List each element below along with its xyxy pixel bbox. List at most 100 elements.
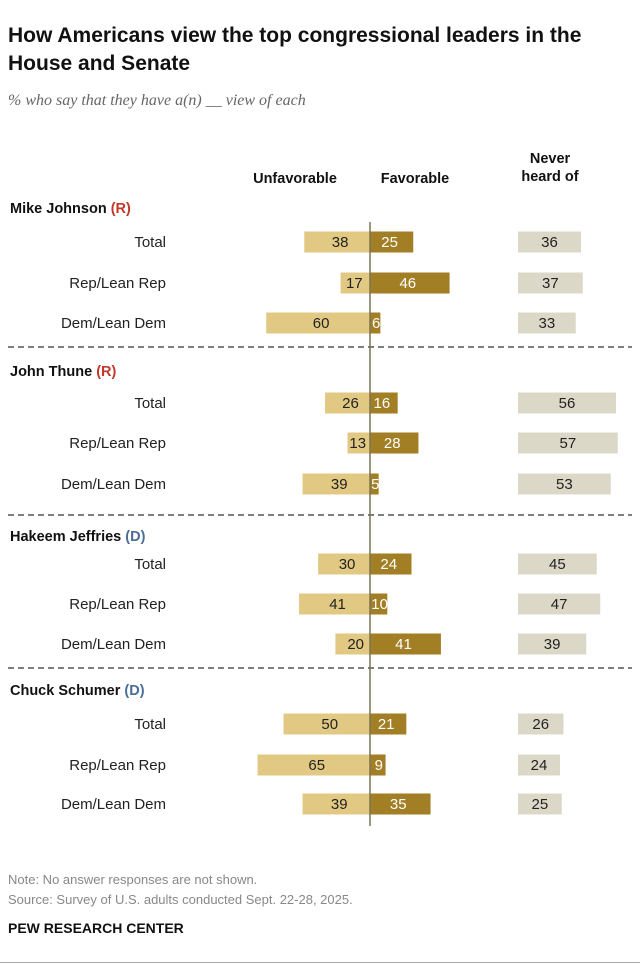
value-favorable: 46 — [399, 275, 416, 292]
bar-favorable — [370, 713, 407, 735]
value-unfavorable: 17 — [346, 275, 363, 292]
value-favorable: 25 — [381, 234, 398, 251]
value-never-heard: 37 — [542, 275, 559, 292]
bar-favorable — [370, 392, 398, 414]
value-never-heard: 53 — [556, 476, 573, 493]
value-unfavorable: 20 — [347, 636, 364, 653]
row-label: Total — [134, 556, 166, 573]
bar-unfavorable — [340, 272, 370, 294]
value-favorable: 10 — [371, 596, 388, 613]
bar-never-heard — [518, 231, 581, 253]
group-label: Hakeem Jeffries (D) — [10, 529, 146, 545]
bar-favorable — [370, 473, 379, 495]
brand: PEW RESEARCH CENTER — [8, 920, 184, 936]
bar-favorable — [370, 553, 412, 575]
value-never-heard: 47 — [551, 596, 568, 613]
value-favorable: 35 — [390, 796, 407, 813]
value-favorable: 5 — [371, 476, 379, 493]
bar-favorable — [370, 593, 388, 615]
value-never-heard: 56 — [559, 395, 576, 412]
value-unfavorable: 30 — [339, 556, 356, 573]
leader-name: Mike Johnson — [10, 201, 111, 217]
bar-unfavorable — [347, 432, 370, 454]
value-never-heard: 39 — [544, 636, 561, 653]
party-label: (D) — [124, 683, 144, 699]
row-label: Dem/Lean Dem — [61, 636, 166, 653]
leader-name: Hakeem Jeffries — [10, 529, 125, 545]
value-unfavorable: 26 — [342, 395, 359, 412]
bar-favorable — [370, 272, 450, 294]
group-label: Chuck Schumer (D) — [10, 683, 145, 699]
value-never-heard: 57 — [560, 435, 577, 452]
bar-unfavorable — [325, 392, 370, 414]
value-never-heard: 25 — [532, 796, 549, 813]
bar-never-heard — [518, 593, 601, 615]
bar-unfavorable — [302, 793, 370, 815]
bar-never-heard — [518, 432, 618, 454]
bar-never-heard — [518, 392, 616, 414]
row-label: Total — [134, 395, 166, 412]
value-never-heard: 26 — [532, 716, 549, 733]
bar-favorable — [370, 432, 419, 454]
value-unfavorable: 38 — [332, 234, 349, 251]
value-favorable: 6 — [372, 315, 380, 332]
column-header-never: Never heard of — [521, 151, 579, 185]
row-label: Rep/Lean Rep — [69, 596, 166, 613]
bar-never-heard — [518, 312, 576, 334]
bar-unfavorable — [302, 473, 370, 495]
bar-favorable — [370, 754, 386, 776]
value-never-heard: 45 — [549, 556, 566, 573]
value-favorable: 24 — [380, 556, 397, 573]
note: Note: No answer responses are not shown. — [8, 872, 258, 887]
bar-unfavorable — [266, 312, 370, 334]
bottom-rule — [0, 962, 640, 963]
party-label: (D) — [125, 529, 145, 545]
bar-unfavorable — [318, 553, 370, 575]
chart-title: How Americans view the top congressional… — [8, 24, 582, 75]
value-never-heard: 24 — [531, 757, 548, 774]
value-favorable: 21 — [378, 716, 395, 733]
value-never-heard: 33 — [539, 315, 556, 332]
row-label: Dem/Lean Dem — [61, 476, 166, 493]
bar-unfavorable — [304, 231, 370, 253]
bar-never-heard — [518, 272, 583, 294]
bar-never-heard — [518, 754, 560, 776]
column-header-unfavorable: Unfavorable — [253, 171, 337, 187]
value-never-heard: 36 — [541, 234, 558, 251]
value-unfavorable: 50 — [321, 716, 338, 733]
value-favorable: 9 — [375, 757, 383, 774]
value-unfavorable: 39 — [331, 476, 348, 493]
row-label: Total — [134, 716, 166, 733]
group-label: John Thune (R) — [10, 364, 116, 380]
bar-never-heard — [518, 793, 562, 815]
value-unfavorable: 65 — [308, 757, 325, 774]
value-favorable: 41 — [395, 636, 412, 653]
group-label: Mike Johnson (R) — [10, 201, 131, 217]
row-label: Dem/Lean Dem — [61, 796, 166, 813]
bar-favorable — [370, 231, 414, 253]
leader-name: John Thune — [10, 364, 96, 380]
value-favorable: 28 — [384, 435, 401, 452]
bar-never-heard — [518, 713, 564, 735]
bar-never-heard — [518, 633, 587, 655]
bar-unfavorable — [257, 754, 370, 776]
row-label: Rep/Lean Rep — [69, 435, 166, 452]
bar-favorable — [370, 793, 431, 815]
source: Source: Survey of U.S. adults conducted … — [8, 892, 353, 907]
party-label: (R) — [96, 364, 116, 380]
bar-favorable — [370, 633, 441, 655]
row-label: Rep/Lean Rep — [69, 275, 166, 292]
party-label: (R) — [111, 201, 131, 217]
value-favorable: 16 — [373, 395, 390, 412]
row-label: Total — [134, 234, 166, 251]
chart-subtitle: % who say that they have a(n) __ view of… — [8, 92, 306, 109]
bar-unfavorable — [335, 633, 370, 655]
bar-unfavorable — [283, 713, 370, 735]
column-header-favorable: Favorable — [380, 171, 450, 187]
value-unfavorable: 13 — [349, 435, 366, 452]
value-unfavorable: 60 — [313, 315, 330, 332]
bar-favorable — [370, 312, 381, 334]
value-unfavorable: 41 — [329, 596, 346, 613]
